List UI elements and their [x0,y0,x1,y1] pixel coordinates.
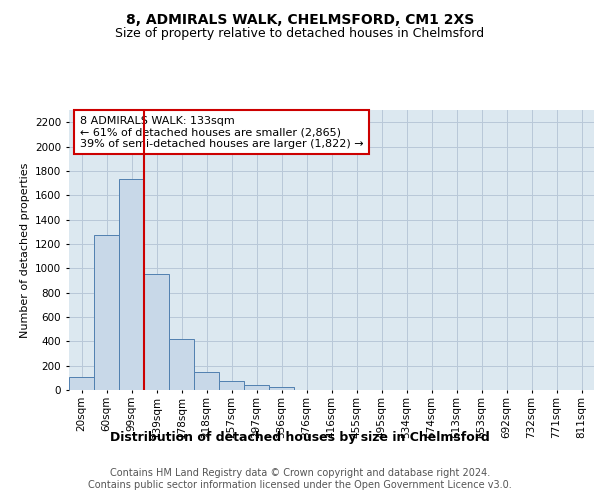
Bar [244,385,269,390]
Text: Distribution of detached houses by size in Chelmsford: Distribution of detached houses by size … [110,431,490,444]
Bar [144,274,169,390]
Text: Contains HM Land Registry data © Crown copyright and database right 2024.
Contai: Contains HM Land Registry data © Crown c… [88,468,512,490]
Bar [269,387,294,390]
Bar [194,372,219,390]
Text: 8, ADMIRALS WALK, CHELMSFORD, CM1 2XS: 8, ADMIRALS WALK, CHELMSFORD, CM1 2XS [126,12,474,26]
Y-axis label: Number of detached properties: Number of detached properties [20,162,29,338]
Bar [119,180,144,390]
Text: 8 ADMIRALS WALK: 133sqm
← 61% of detached houses are smaller (2,865)
39% of semi: 8 ADMIRALS WALK: 133sqm ← 61% of detache… [79,116,363,149]
Bar [94,236,119,390]
Text: Size of property relative to detached houses in Chelmsford: Size of property relative to detached ho… [115,28,485,40]
Bar [219,381,244,390]
Bar [169,340,194,390]
Bar [69,376,94,390]
